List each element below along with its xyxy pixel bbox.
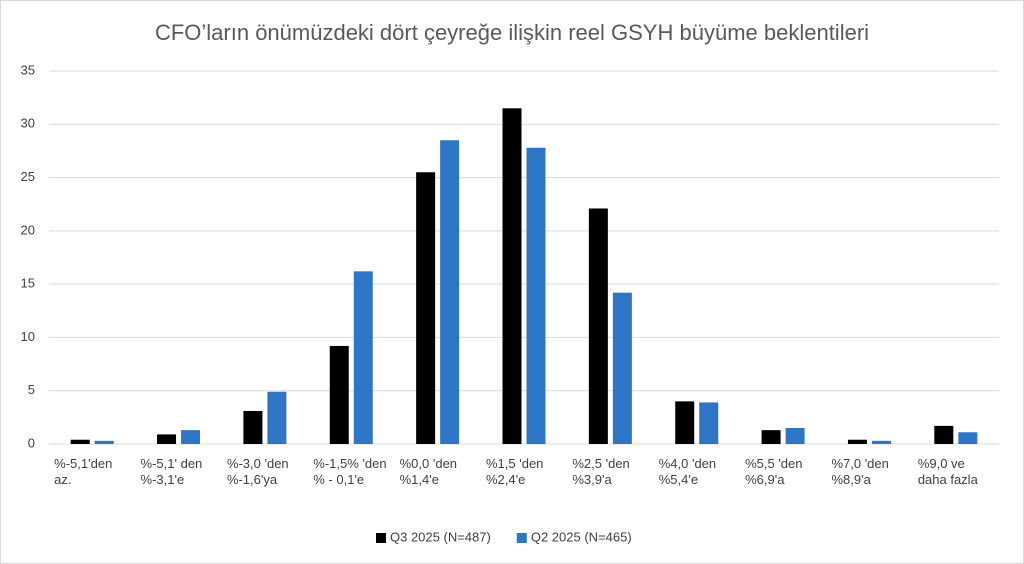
legend-swatch <box>516 533 527 543</box>
bar <box>157 434 177 444</box>
bar <box>70 439 90 444</box>
bar <box>958 432 978 444</box>
x-tick-label: %1,5 'den %2,4'e <box>486 456 544 487</box>
bar <box>934 425 954 444</box>
bar <box>94 440 114 444</box>
x-tick-label: %9,0 ve daha fazla <box>917 456 978 487</box>
x-tick-label: %-5,1'den az. <box>54 456 113 487</box>
y-tick-label: 20 <box>21 222 35 237</box>
bar <box>675 401 695 444</box>
legend-label: Q2 2025 (N=465) <box>531 529 632 544</box>
bar <box>329 345 349 444</box>
y-tick-label: 15 <box>21 276 35 291</box>
bar <box>353 271 373 444</box>
x-tick-label: %7,0 'den %8,9'a <box>831 456 889 487</box>
y-tick-label: 35 <box>21 62 35 77</box>
x-tick-label: %5,5 'den %6,9'a <box>745 456 803 487</box>
bar <box>612 292 632 444</box>
bar <box>243 410 263 444</box>
bar <box>785 428 805 444</box>
x-tick-label: %2,5 'den %3,9'a <box>572 456 630 487</box>
bar <box>871 440 891 444</box>
x-tick-label: %0,0 'den %1,4'e <box>399 456 458 487</box>
y-tick-label: 5 <box>28 382 35 397</box>
x-tick-label: %-1,5% 'den % - 0,1'e <box>313 456 387 487</box>
bar <box>761 430 781 444</box>
bar <box>440 140 460 444</box>
bar <box>416 172 436 444</box>
legend-label: Q3 2025 (N=487) <box>390 529 491 544</box>
bar <box>526 147 546 444</box>
x-tick-label: %-3,0 'den %-1,6'ya <box>226 456 289 487</box>
bar <box>588 208 608 444</box>
bar <box>699 402 719 444</box>
y-tick-label: 25 <box>21 169 35 184</box>
x-tick-label: %4,0 'den %5,4'e <box>658 456 717 487</box>
legend-swatch <box>376 533 386 543</box>
chart-title: CFO’ların önümüzdeki dört çeyreğe ilişki… <box>155 20 869 45</box>
bar <box>267 391 287 444</box>
y-tick-label: 30 <box>21 116 35 131</box>
bar <box>181 430 201 444</box>
y-tick-label: 10 <box>21 329 35 344</box>
bar <box>502 108 522 445</box>
y-tick-label: 0 <box>28 435 35 450</box>
x-tick-label: %-5,1' den %-3,1'e <box>140 456 203 487</box>
bar <box>847 439 867 444</box>
